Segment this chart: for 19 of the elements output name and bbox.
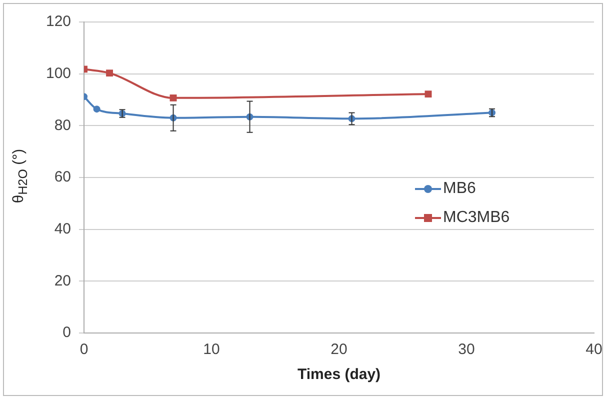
point xyxy=(424,90,432,98)
legend-label: MC3MB6 xyxy=(443,208,510,226)
y-tick-label: 40 xyxy=(54,220,72,238)
x-axis-title: Times (day) xyxy=(297,366,381,384)
y-tick-label: 80 xyxy=(54,116,72,134)
legend-label: MB6 xyxy=(443,180,476,198)
y-tick-label: 60 xyxy=(54,168,72,186)
x-tick-label: 20 xyxy=(330,341,348,358)
x-tick-label: 40 xyxy=(586,341,602,358)
point xyxy=(170,94,177,102)
y-tick-label: 20 xyxy=(54,272,72,290)
x-tick-label: 0 xyxy=(80,341,88,358)
y-tick-label: 0 xyxy=(62,324,72,342)
x-tick-label: 30 xyxy=(458,341,475,358)
point xyxy=(93,106,100,113)
x-tick-label: 10 xyxy=(203,341,220,358)
y-tick-label: 120 xyxy=(46,13,72,30)
point xyxy=(106,70,113,77)
y-tick-label: 100 xyxy=(46,64,72,82)
